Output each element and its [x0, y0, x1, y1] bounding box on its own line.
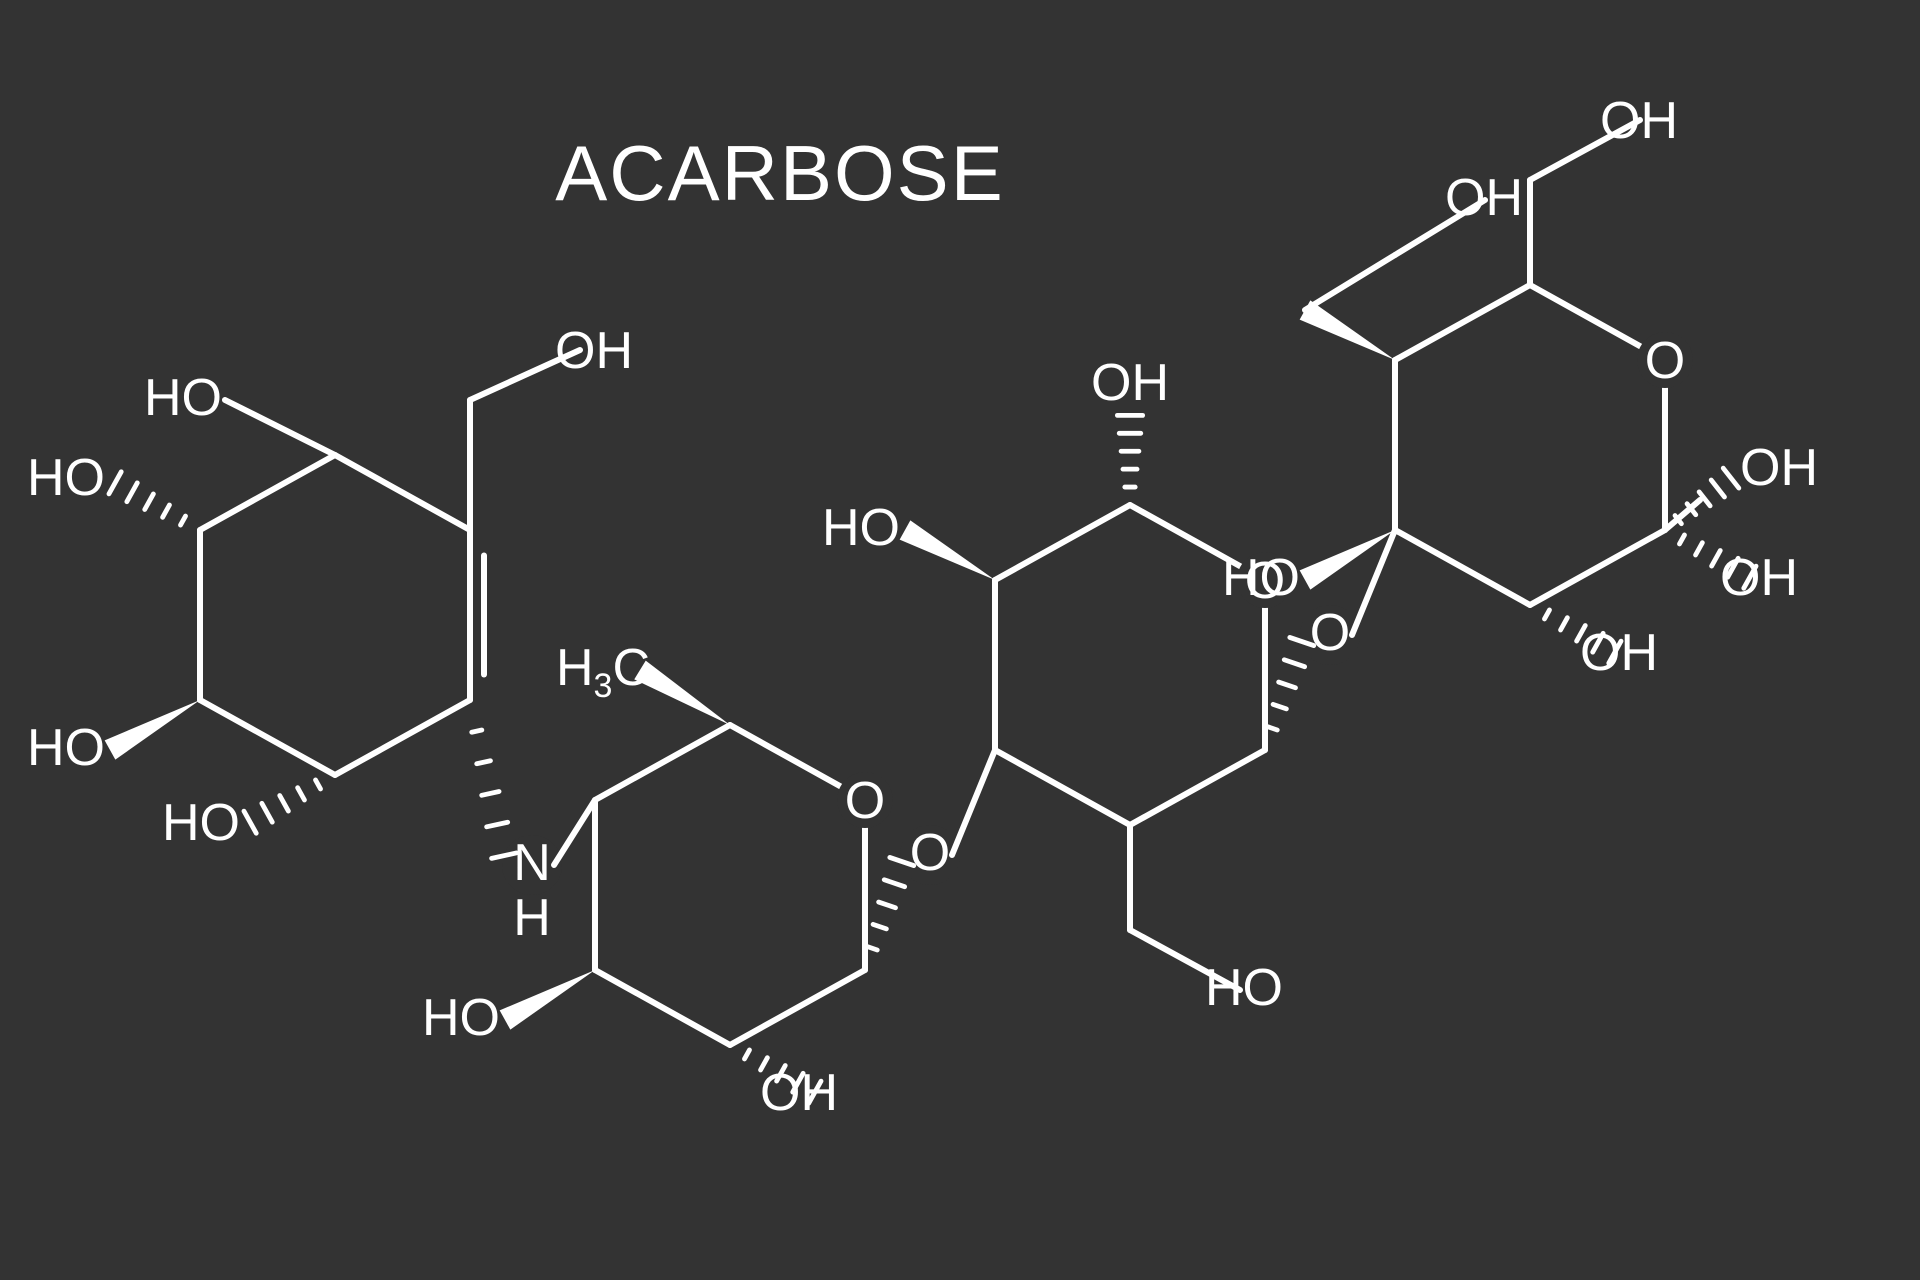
molecule-diagram: ACARBOSEOOOHOHOHOHOOHNHH3CHOOHOHOOHHOOOH…: [0, 0, 1920, 1280]
wedge-hash: [1267, 727, 1277, 730]
atom-label: HO: [822, 499, 900, 557]
wedge-hash: [472, 730, 482, 732]
title-text: ACARBOSE: [555, 129, 1004, 217]
atom-label: OH: [1091, 354, 1169, 412]
wedge-hash: [867, 947, 877, 950]
atom-label: HO: [27, 449, 105, 507]
atom-label: N: [513, 834, 551, 892]
atom-label: O: [845, 772, 885, 830]
atom-label: O: [1645, 332, 1685, 390]
atom-label: HO: [1222, 549, 1300, 607]
atom-label: OH: [1740, 439, 1818, 497]
atom-label: HO: [144, 369, 222, 427]
atom-label: HO: [162, 794, 240, 852]
atom-label: OH: [1600, 92, 1678, 150]
atom-label: H: [513, 889, 551, 947]
atom-label: OH: [555, 322, 633, 380]
wedge-hash: [477, 761, 491, 764]
atom-label: HO: [27, 719, 105, 777]
atom-label: OH: [1445, 169, 1523, 227]
atom-label: HO: [422, 989, 500, 1047]
atom-label: O: [910, 824, 950, 882]
atom-label: OH: [1720, 549, 1798, 607]
atom-label: HO: [1205, 959, 1283, 1017]
atom-label: O: [1310, 604, 1350, 662]
atom-label: OH: [1580, 624, 1658, 682]
atom-label: OH: [760, 1064, 838, 1122]
